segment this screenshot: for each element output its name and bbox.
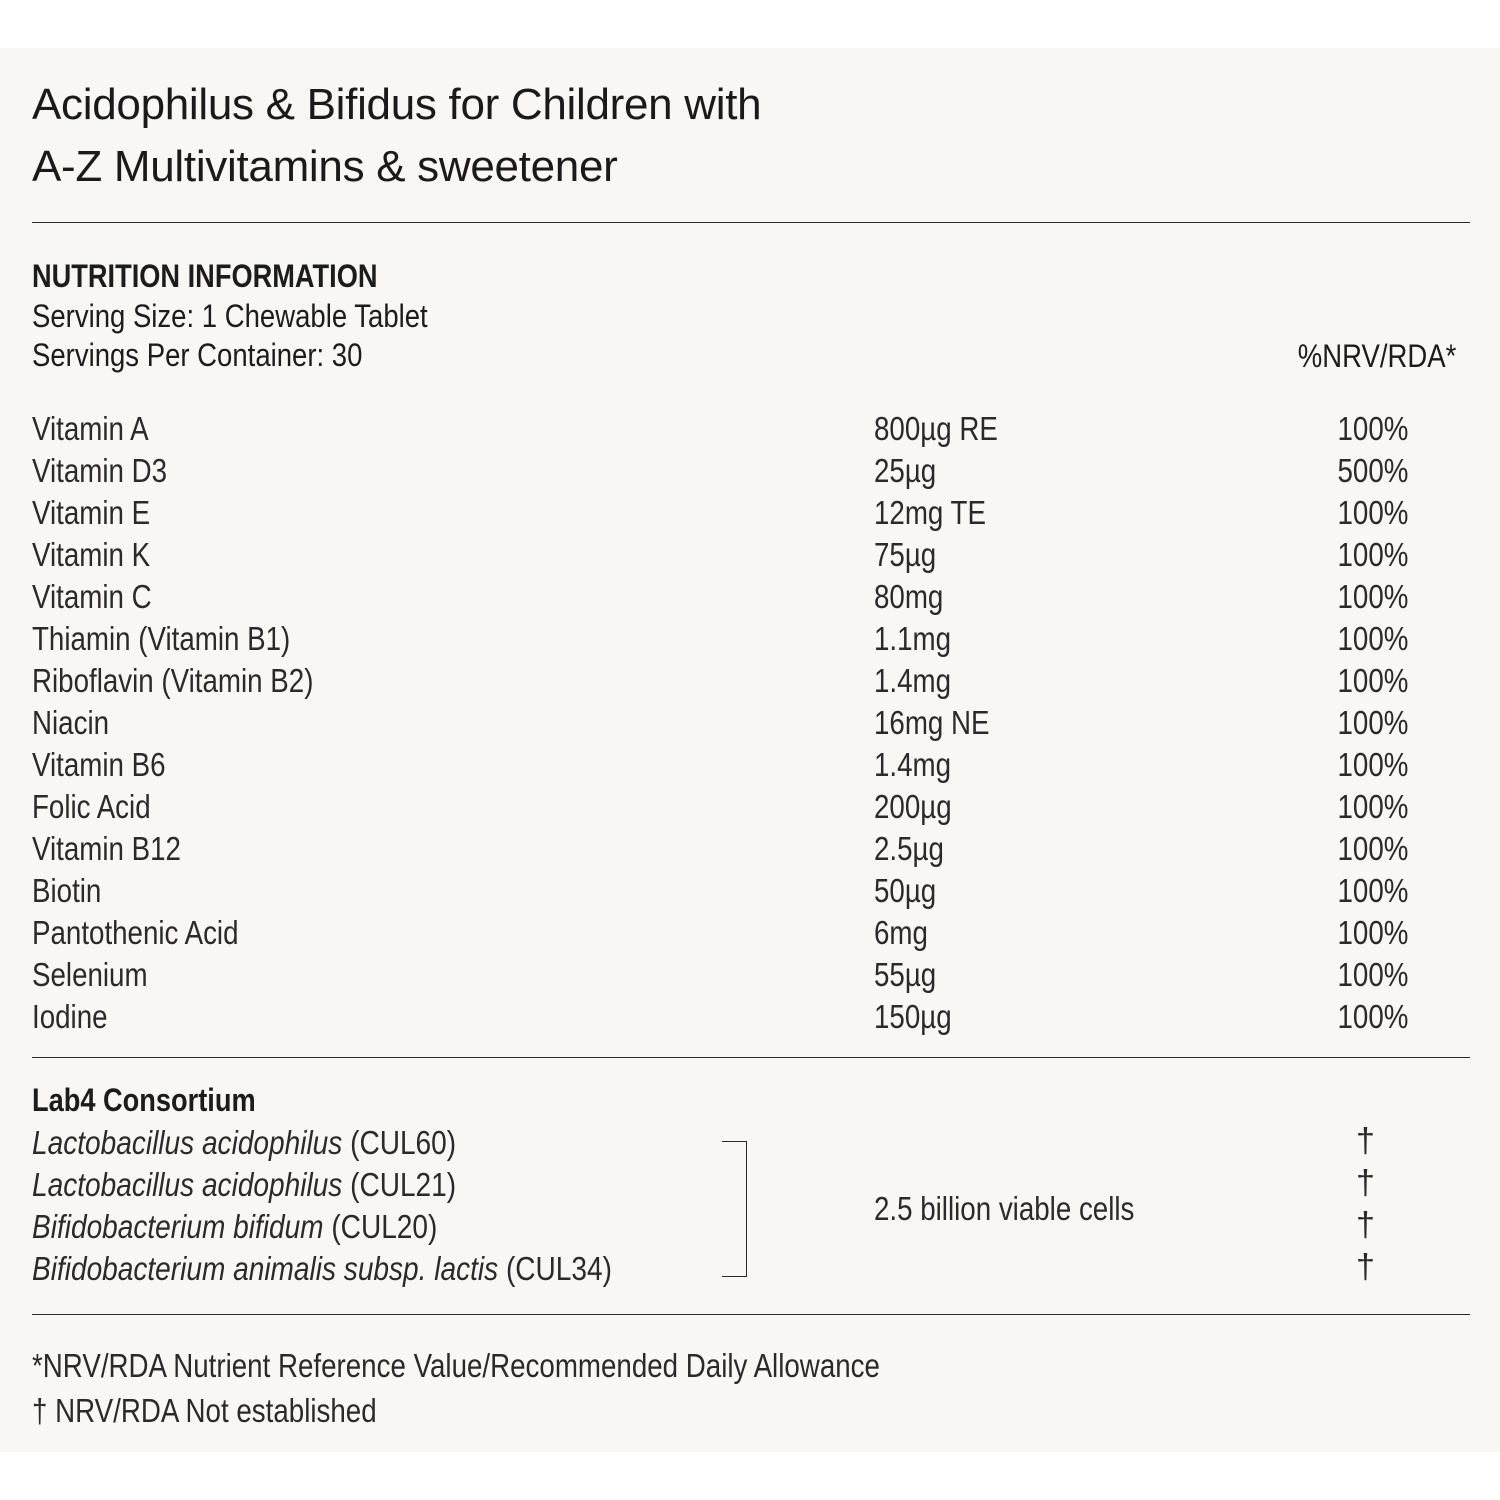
strain-species: Bifidobacterium bifidum bbox=[32, 1208, 324, 1245]
strain-species: Lactobacillus acidophilus bbox=[32, 1166, 343, 1203]
strain-item: Bifidobacterium animalis subsp. lactis (… bbox=[32, 1250, 612, 1288]
nutrient-nrv-percent: 100% bbox=[1337, 662, 1408, 699]
nutrient-name: Vitamin K bbox=[32, 536, 151, 573]
divider-middle bbox=[32, 1057, 1470, 1058]
nutrient-name: Vitamin D3 bbox=[32, 452, 168, 489]
nutrient-name: Vitamin E bbox=[32, 494, 151, 531]
strain-species: Bifidobacterium animalis subsp. lactis bbox=[32, 1250, 499, 1287]
nutrient-name: Iodine bbox=[32, 998, 108, 1035]
strain-species: Lactobacillus acidophilus bbox=[32, 1124, 343, 1161]
nutrient-amount: 1.4mg bbox=[874, 662, 952, 699]
strain-code: (CUL21) bbox=[350, 1166, 457, 1203]
nutrient-name: Folic Acid bbox=[32, 788, 151, 825]
divider-top bbox=[32, 222, 1470, 223]
nutrient-amount: 6mg bbox=[874, 914, 928, 951]
nutrient-name: Vitamin B12 bbox=[32, 830, 181, 867]
product-title-line-2: A-Z Multivitamins & sweetener bbox=[32, 142, 618, 191]
nutrient-amount: 1.4mg bbox=[874, 746, 952, 783]
nutrient-amount: 75µg bbox=[874, 536, 937, 573]
nutrient-nrv-percent: 100% bbox=[1337, 830, 1408, 867]
strain-code: (CUL60) bbox=[350, 1124, 457, 1161]
strain-code: (CUL34) bbox=[505, 1250, 612, 1287]
nutrient-amount: 50µg bbox=[874, 872, 937, 909]
nutrient-nrv-percent: 500% bbox=[1337, 452, 1408, 489]
nutrient-name: Vitamin C bbox=[32, 578, 152, 615]
viable-cells-amount: 2.5 billion viable cells bbox=[874, 1190, 1135, 1227]
nutrient-name: Vitamin B6 bbox=[32, 746, 166, 783]
nutrient-amount: 150µg bbox=[874, 998, 952, 1035]
serving-size: Serving Size: 1 Chewable Tablet bbox=[32, 298, 428, 334]
strain-nrv-dagger: † bbox=[1356, 1248, 1375, 1286]
footnote-nrv-definition: *NRV/RDA Nutrient Reference Value/Recomm… bbox=[32, 1347, 880, 1384]
nutrient-nrv-percent: 100% bbox=[1337, 956, 1408, 993]
product-title-line-1: Acidophilus & Bifidus for Children with bbox=[32, 80, 762, 129]
strain-item: Lactobacillus acidophilus (CUL60) bbox=[32, 1124, 456, 1162]
nutrient-amount: 800µg RE bbox=[874, 410, 998, 447]
nutrient-nrv-percent: 100% bbox=[1337, 746, 1408, 783]
divider-bottom bbox=[32, 1314, 1470, 1315]
nutrient-name: Niacin bbox=[32, 704, 110, 741]
nutrient-nrv-percent: 100% bbox=[1337, 620, 1408, 657]
nutrient-nrv-percent: 100% bbox=[1337, 872, 1408, 909]
nutrient-amount: 25µg bbox=[874, 452, 937, 489]
nutrient-name: Pantothenic Acid bbox=[32, 914, 239, 951]
nutrient-amount: 1.1mg bbox=[874, 620, 952, 657]
strain-nrv-dagger: † bbox=[1356, 1206, 1375, 1244]
strain-item: Lactobacillus acidophilus (CUL21) bbox=[32, 1166, 456, 1204]
label-sheet bbox=[0, 48, 1500, 1452]
nutrient-amount: 12mg TE bbox=[874, 494, 986, 531]
nutrient-amount: 2.5µg bbox=[874, 830, 944, 867]
nutrient-nrv-percent: 100% bbox=[1337, 536, 1408, 573]
nutrient-nrv-percent: 100% bbox=[1337, 578, 1408, 615]
nutrient-name: Riboflavin (Vitamin B2) bbox=[32, 662, 314, 699]
nrv-column-header: %NRV/RDA* bbox=[1297, 338, 1456, 374]
nutrient-nrv-percent: 100% bbox=[1337, 914, 1408, 951]
nutrient-name: Biotin bbox=[32, 872, 102, 909]
strain-nrv-dagger: † bbox=[1356, 1122, 1375, 1160]
consortium-title: Lab4 Consortium bbox=[32, 1082, 256, 1118]
nutrient-name: Selenium bbox=[32, 956, 148, 993]
nutrient-amount: 80mg bbox=[874, 578, 944, 615]
nutrient-nrv-percent: 100% bbox=[1337, 410, 1408, 447]
nutrient-nrv-percent: 100% bbox=[1337, 998, 1408, 1035]
strain-bracket bbox=[722, 1141, 747, 1277]
nutrient-nrv-percent: 100% bbox=[1337, 788, 1408, 825]
nutrition-heading: NUTRITION INFORMATION bbox=[32, 258, 378, 294]
nutrient-name: Vitamin A bbox=[32, 410, 149, 447]
nutrient-name: Thiamin (Vitamin B1) bbox=[32, 620, 291, 657]
nutrient-amount: 55µg bbox=[874, 956, 937, 993]
footnote-not-established: † NRV/RDA Not established bbox=[32, 1392, 377, 1429]
strain-nrv-dagger: † bbox=[1356, 1164, 1375, 1202]
strain-item: Bifidobacterium bifidum (CUL20) bbox=[32, 1208, 437, 1246]
nutrient-nrv-percent: 100% bbox=[1337, 494, 1408, 531]
nutrient-nrv-percent: 100% bbox=[1337, 704, 1408, 741]
servings-per-container: Servings Per Container: 30 bbox=[32, 337, 363, 373]
nutrient-amount: 200µg bbox=[874, 788, 952, 825]
strain-code: (CUL20) bbox=[331, 1208, 438, 1245]
nutrient-amount: 16mg NE bbox=[874, 704, 990, 741]
